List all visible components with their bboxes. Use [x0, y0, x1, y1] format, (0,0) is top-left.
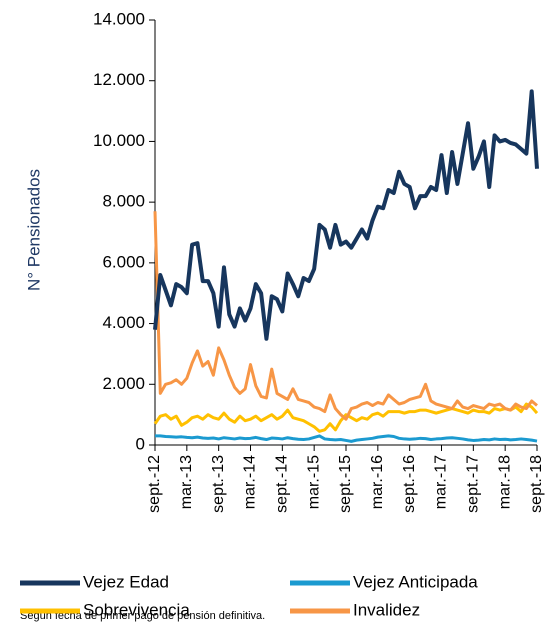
x-tick-label: mar.-13 — [178, 455, 195, 509]
y-tick-label: 8.000 — [102, 192, 145, 211]
x-tick-label: sept.-18 — [528, 455, 545, 513]
note: Según fecha de primer pago de pensión de… — [20, 610, 265, 622]
x-tick-label: mar.-14 — [242, 455, 259, 509]
x-tick-label: sept.-13 — [210, 455, 227, 513]
y-tick-label: 10.000 — [93, 131, 145, 150]
x-tick-label: mar.-17 — [433, 455, 450, 509]
x-tick-label: mar.-15 — [305, 455, 322, 509]
x-tick-label: sept.-14 — [274, 455, 291, 513]
y-tick-label: 12.000 — [93, 70, 145, 89]
y-tick-label: 6.000 — [102, 252, 145, 271]
legend-label: Vejez Anticipada — [353, 572, 478, 591]
series-line — [153, 89, 539, 341]
y-tick-label: 4.000 — [102, 313, 145, 332]
y-tick-label: 2.000 — [102, 374, 145, 393]
legend-label: Invalidez — [353, 600, 420, 619]
x-tick-label: sept.-16 — [401, 455, 418, 513]
y-axis-label: N° Pensionados — [24, 169, 43, 291]
legend-label: Vejez Edad — [83, 572, 169, 591]
x-tick-label: sept.-15 — [337, 455, 354, 513]
series-line — [155, 434, 538, 443]
series-line — [153, 402, 539, 433]
x-tick-label: mar.-18 — [496, 455, 513, 509]
y-tick-label: 14.000 — [93, 9, 145, 28]
x-tick-label: sept.-17 — [465, 455, 482, 513]
series-line — [153, 211, 538, 421]
x-tick-label: mar.-16 — [369, 455, 386, 509]
x-tick-label: sept.-12 — [146, 455, 163, 513]
y-tick-label: 0 — [136, 434, 145, 453]
legend-label: Sobrevivencia — [83, 600, 190, 619]
